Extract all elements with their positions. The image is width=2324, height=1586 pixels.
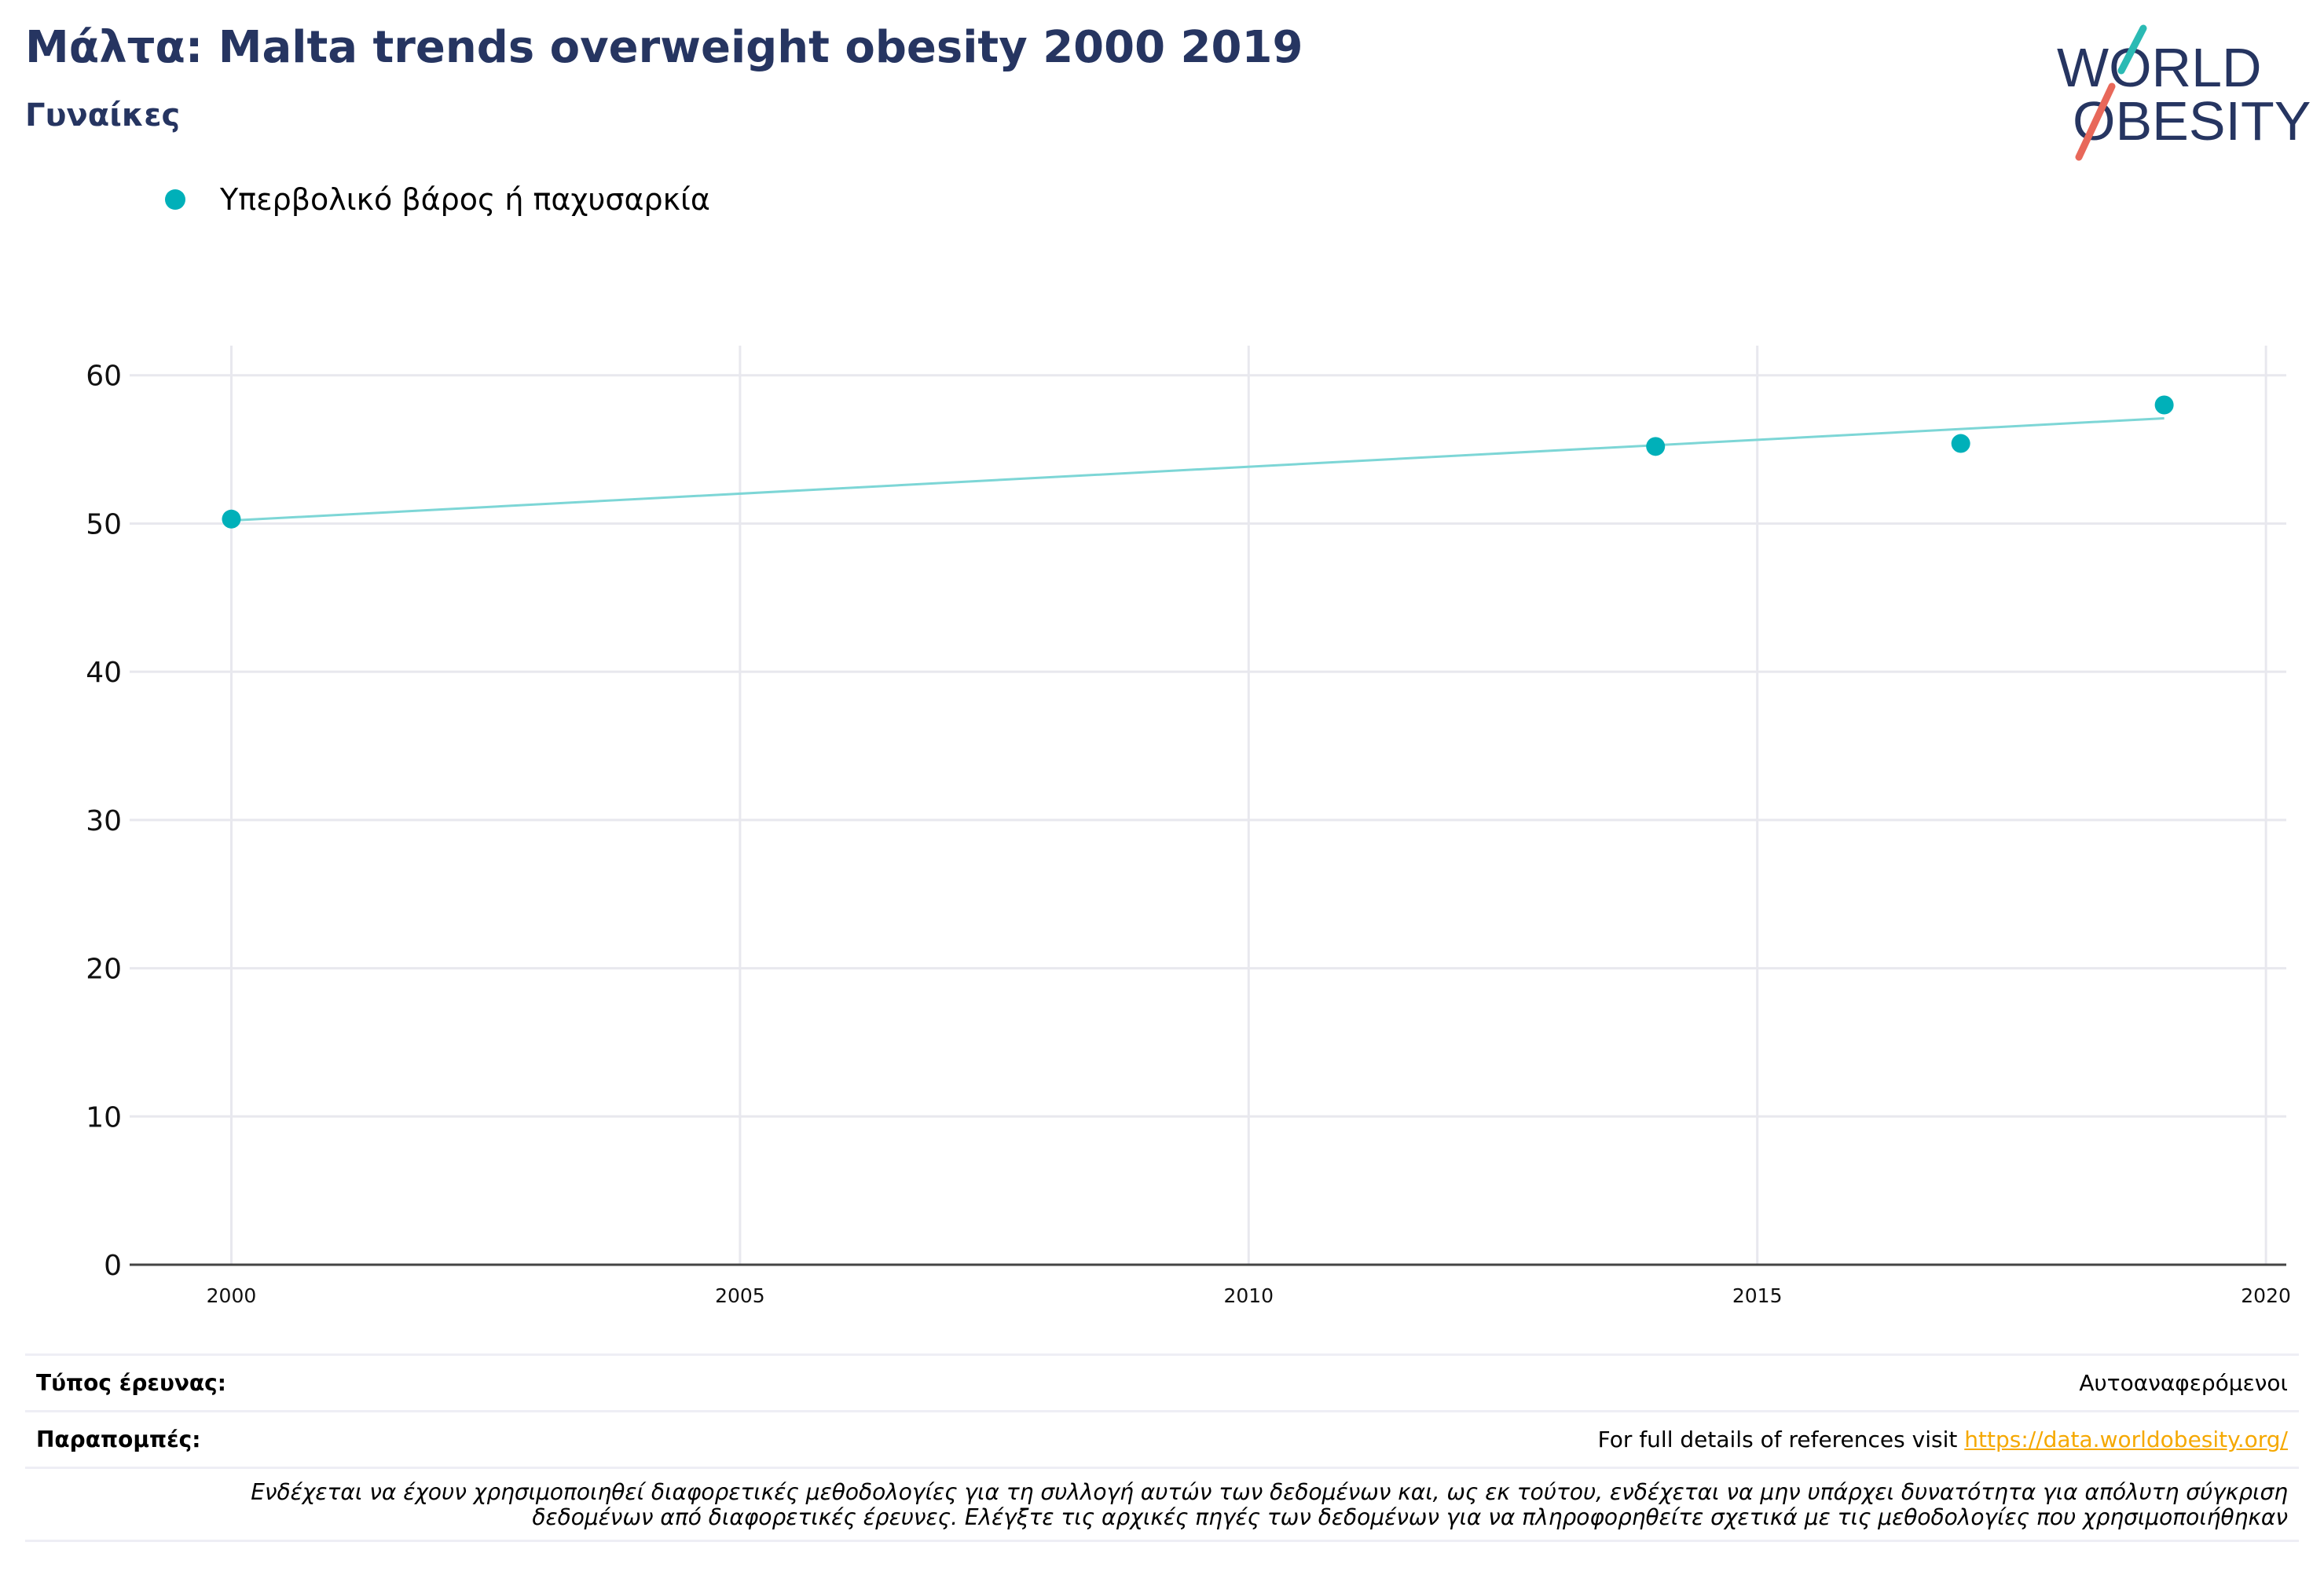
chart-subtitle: Γυναίκες <box>25 97 181 134</box>
data-point <box>1646 437 1666 456</box>
y-tick-label: 30 <box>86 805 122 837</box>
disclaimer: Ενδέχεται να έχουν χρησιμοποιηθεί διαφορ… <box>25 1467 2299 1542</box>
y-tick-label: 10 <box>86 1101 122 1134</box>
disclaimer-line-2: δεδομένων από διαφορετικές έρευνες. Ελέγ… <box>532 1504 2288 1530</box>
references-text: For full details of references visit <box>1597 1427 1965 1452</box>
world-obesity-logo[interactable]: WORLD OBESITY <box>2051 22 2310 171</box>
survey-type-value: Αυτοαναφερόμενοι <box>2079 1370 2288 1396</box>
data-point <box>1951 434 1970 453</box>
data-point <box>222 509 241 529</box>
references-row: Παραπομπές: For full details of referenc… <box>25 1410 2299 1467</box>
logo-slash-bottom <box>2075 82 2116 161</box>
y-tick-label: 60 <box>86 361 122 393</box>
scatter-chart: 0 10 20 30 40 50 60 2000 2005 2010 2015 2020 <box>86 346 2291 1307</box>
trend-lines <box>231 416 2165 522</box>
y-tick-label: 0 <box>104 1250 122 1282</box>
logo-word-world: WORLD <box>2057 37 2262 98</box>
y-tick-label: 40 <box>86 657 122 689</box>
references-value: For full details of references visit htt… <box>1598 1427 2288 1452</box>
logo-slash-top <box>2117 24 2147 75</box>
trend-line <box>231 416 2165 522</box>
chart-title: Μάλτα: Malta trends overweight obesity 2… <box>25 22 1303 73</box>
x-tick-label: 2020 <box>2241 1284 2291 1307</box>
logo-word-obesity: OBESITY <box>2073 90 2310 152</box>
x-tick-label: 2015 <box>1732 1284 1783 1307</box>
legend-label: Υπερβολικό βάρος ή παχυσαρκία <box>220 182 710 217</box>
footer: Τύπος έρευνας: Αυτοαναφερόμενοι Παραπομπ… <box>25 1353 2299 1542</box>
grid-lines <box>130 346 2286 1265</box>
survey-type-row: Τύπος έρευνας: Αυτοαναφερόμενοι <box>25 1353 2299 1410</box>
legend: Υπερβολικό βάρος ή παχυσαρκία <box>165 182 710 217</box>
x-tick-label: 2010 <box>1223 1284 1274 1307</box>
x-tick-label: 2005 <box>715 1284 765 1307</box>
y-tick-label: 50 <box>86 508 122 540</box>
survey-type-label: Τύπος έρευνας: <box>36 1370 226 1396</box>
data-point <box>2154 395 2174 415</box>
disclaimer-line-1: Ενδέχεται να έχουν χρησιμοποιηθεί διαφορ… <box>251 1479 2288 1505</box>
x-tick-label: 2000 <box>207 1284 257 1307</box>
references-label: Παραπομπές: <box>36 1427 201 1452</box>
data-points <box>222 395 2174 529</box>
y-tick-label: 20 <box>86 954 122 986</box>
axes: 0 10 20 30 40 50 60 2000 2005 2010 2015 2020 <box>86 361 2291 1307</box>
references-link[interactable]: https://data.worldobesity.org/ <box>1964 1427 2288 1452</box>
legend-marker-icon <box>165 189 185 210</box>
